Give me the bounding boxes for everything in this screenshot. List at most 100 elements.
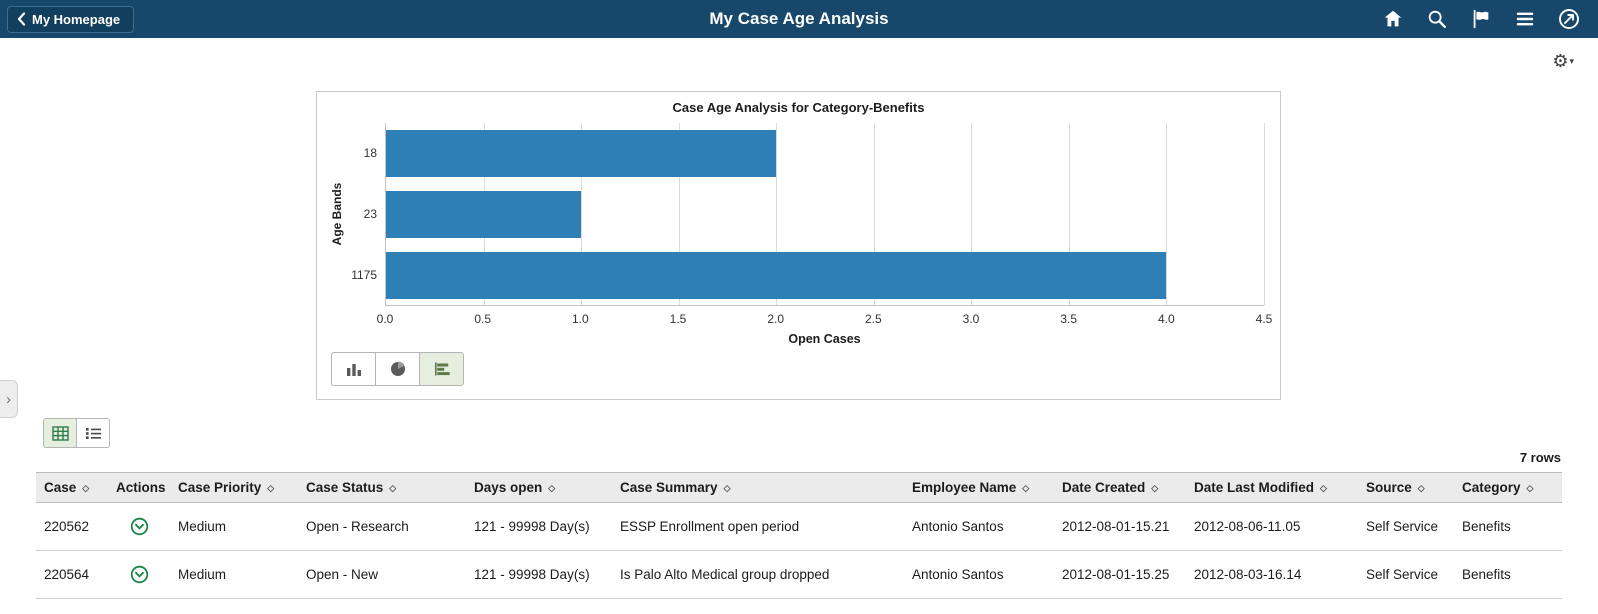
vertical-bar-chart-button[interactable] bbox=[331, 352, 376, 386]
cell-source: Self Service bbox=[1358, 550, 1454, 599]
y-tick-label: 23 bbox=[363, 207, 377, 221]
column-header-label: Category bbox=[1462, 480, 1521, 495]
horizontal-bar-chart-icon bbox=[434, 362, 450, 376]
cell-case: 220564 bbox=[36, 550, 108, 599]
x-tick-label: 4.5 bbox=[1255, 312, 1273, 326]
case-table: Case◇Actions◇Case Priority◇Case Status◇D… bbox=[36, 472, 1562, 599]
list-view-icon bbox=[85, 427, 101, 439]
actions-cell bbox=[108, 502, 170, 551]
gear-icon: ⚙ bbox=[1552, 51, 1569, 71]
case-table-header-row: Case◇Actions◇Case Priority◇Case Status◇D… bbox=[36, 472, 1562, 503]
cell-days_open: 121 - 99998 Day(s) bbox=[466, 550, 612, 599]
sort-icon: ◇ bbox=[1151, 483, 1159, 493]
column-header-label: Case Status bbox=[306, 480, 384, 495]
bar-18[interactable] bbox=[386, 130, 777, 177]
sort-icon: ◇ bbox=[267, 483, 275, 493]
horizontal-bar-chart-button[interactable] bbox=[419, 352, 464, 386]
row-count-label: 7 rows bbox=[1519, 450, 1561, 465]
grid-view-icon bbox=[51, 425, 69, 441]
bar-1175[interactable] bbox=[386, 252, 1167, 299]
pie-chart-icon bbox=[390, 361, 405, 376]
cell-date_created: 2012-08-01-15.25 bbox=[1054, 550, 1186, 599]
cell-summary: Is Palo Alto Medical group dropped bbox=[612, 550, 904, 599]
home-icon[interactable] bbox=[1376, 4, 1410, 34]
actions-menu-icon[interactable] bbox=[1508, 4, 1542, 34]
chart-plot bbox=[385, 123, 1265, 306]
table-row[interactable]: 220562 Medium Open - Research 121 - 99998 D… bbox=[36, 502, 1562, 551]
sort-icon: ◇ bbox=[82, 483, 90, 493]
bar-row bbox=[386, 184, 1264, 245]
x-tick-label: 2.5 bbox=[864, 312, 882, 326]
bar-23[interactable] bbox=[386, 191, 582, 238]
column-header-source[interactable]: Source ◇ bbox=[1358, 472, 1454, 503]
back-button[interactable]: My Homepage bbox=[7, 5, 135, 33]
sort-icon: ◇ bbox=[1417, 483, 1425, 493]
search-icon[interactable] bbox=[1420, 4, 1454, 34]
cell-priority: Medium bbox=[170, 502, 298, 551]
sort-icon: ◇ bbox=[389, 483, 397, 493]
cell-case: 220562 bbox=[36, 502, 108, 551]
gridline bbox=[776, 123, 778, 305]
sort-icon: ◇ bbox=[1526, 483, 1534, 493]
notifications-flag-icon[interactable] bbox=[1464, 4, 1498, 34]
cell-employee: Antonio Santos bbox=[904, 550, 1054, 599]
green-chevron-circle-icon bbox=[130, 517, 148, 536]
cell-employee: Antonio Santos bbox=[904, 502, 1054, 551]
x-tick-label: 1.0 bbox=[571, 312, 589, 326]
cell-status: Open - New bbox=[298, 550, 466, 599]
column-header-label: Days open bbox=[474, 480, 543, 495]
column-header-employee-name[interactable]: Employee Name ◇ bbox=[904, 472, 1054, 503]
back-chevron-icon bbox=[17, 12, 26, 26]
y-axis-categories: 18 23 1175 bbox=[317, 123, 385, 306]
page-settings-button[interactable]: ⚙ ▾ bbox=[1552, 52, 1574, 70]
column-header-label: Case Priority bbox=[178, 480, 262, 495]
grid-view-button[interactable] bbox=[43, 418, 77, 448]
column-header-label: Actions bbox=[116, 480, 166, 495]
column-header-label: Employee Name bbox=[912, 480, 1017, 495]
case-table-body: 220562 Medium Open - Research 121 - 99998 D… bbox=[36, 502, 1562, 599]
x-axis-ticks: 0.0 0.5 1.0 1.5 2.0 2.5 3.0 3.5 4.0 4.5 bbox=[377, 312, 1273, 327]
cell-source: Self Service bbox=[1358, 502, 1454, 551]
row-actions-button[interactable] bbox=[130, 565, 149, 584]
expand-panel-tab[interactable]: › bbox=[0, 380, 18, 418]
column-header-actions[interactable]: Actions◇ bbox=[108, 472, 170, 503]
gridline bbox=[873, 123, 875, 305]
x-tick-label: 2.0 bbox=[767, 312, 784, 326]
column-header-label: Date Last Modified bbox=[1194, 480, 1315, 495]
sort-icon: ◇ bbox=[1022, 483, 1030, 493]
column-header-date-created[interactable]: Date Created ◇ bbox=[1054, 472, 1186, 503]
x-tick-label: 1.5 bbox=[669, 312, 687, 326]
column-header-case[interactable]: Case ◇ bbox=[36, 472, 108, 503]
x-tick-label: 0.0 bbox=[376, 312, 394, 326]
pie-chart-button[interactable] bbox=[375, 352, 420, 386]
gridline bbox=[678, 123, 680, 305]
cell-category: Benefits bbox=[1454, 550, 1562, 599]
navbar-compass-icon[interactable] bbox=[1552, 4, 1586, 34]
column-header-label: Case bbox=[44, 480, 77, 495]
x-tick-label: 4.0 bbox=[1157, 312, 1175, 326]
column-header-case-summary[interactable]: Case Summary ◇ bbox=[612, 472, 904, 503]
column-header-category[interactable]: Category ◇ bbox=[1454, 472, 1562, 503]
column-header-case-priority[interactable]: Case Priority ◇ bbox=[170, 472, 298, 503]
y-tick-label: 1175 bbox=[351, 268, 377, 282]
column-header-case-status[interactable]: Case Status ◇ bbox=[298, 472, 466, 503]
list-view-button[interactable] bbox=[76, 418, 110, 448]
top-bar: My Homepage My Case Age Analysis bbox=[0, 0, 1598, 38]
sort-icon: ◇ bbox=[723, 483, 731, 493]
column-header-days-open[interactable]: Days open ◇ bbox=[466, 472, 612, 503]
sort-icon: ◇ bbox=[548, 483, 556, 493]
column-header-label: Date Created bbox=[1062, 480, 1146, 495]
actions-cell bbox=[108, 550, 170, 599]
cell-date_modified: 2012-08-06-11.05 bbox=[1186, 502, 1358, 551]
row-actions-button[interactable] bbox=[130, 517, 149, 536]
gridline bbox=[971, 123, 973, 305]
column-header-date-last-modified[interactable]: Date Last Modified ◇ bbox=[1186, 472, 1358, 503]
cell-date_created: 2012-08-01-15.21 bbox=[1054, 502, 1186, 551]
x-tick-label: 0.5 bbox=[474, 312, 491, 326]
gridline bbox=[1264, 123, 1265, 305]
x-tick-label: 3.0 bbox=[962, 312, 980, 326]
gridline bbox=[581, 123, 583, 305]
table-row[interactable]: 220564 Medium Open - New 121 - 99998 Day(s)… bbox=[36, 550, 1562, 599]
grid-view-toggle bbox=[43, 418, 110, 448]
